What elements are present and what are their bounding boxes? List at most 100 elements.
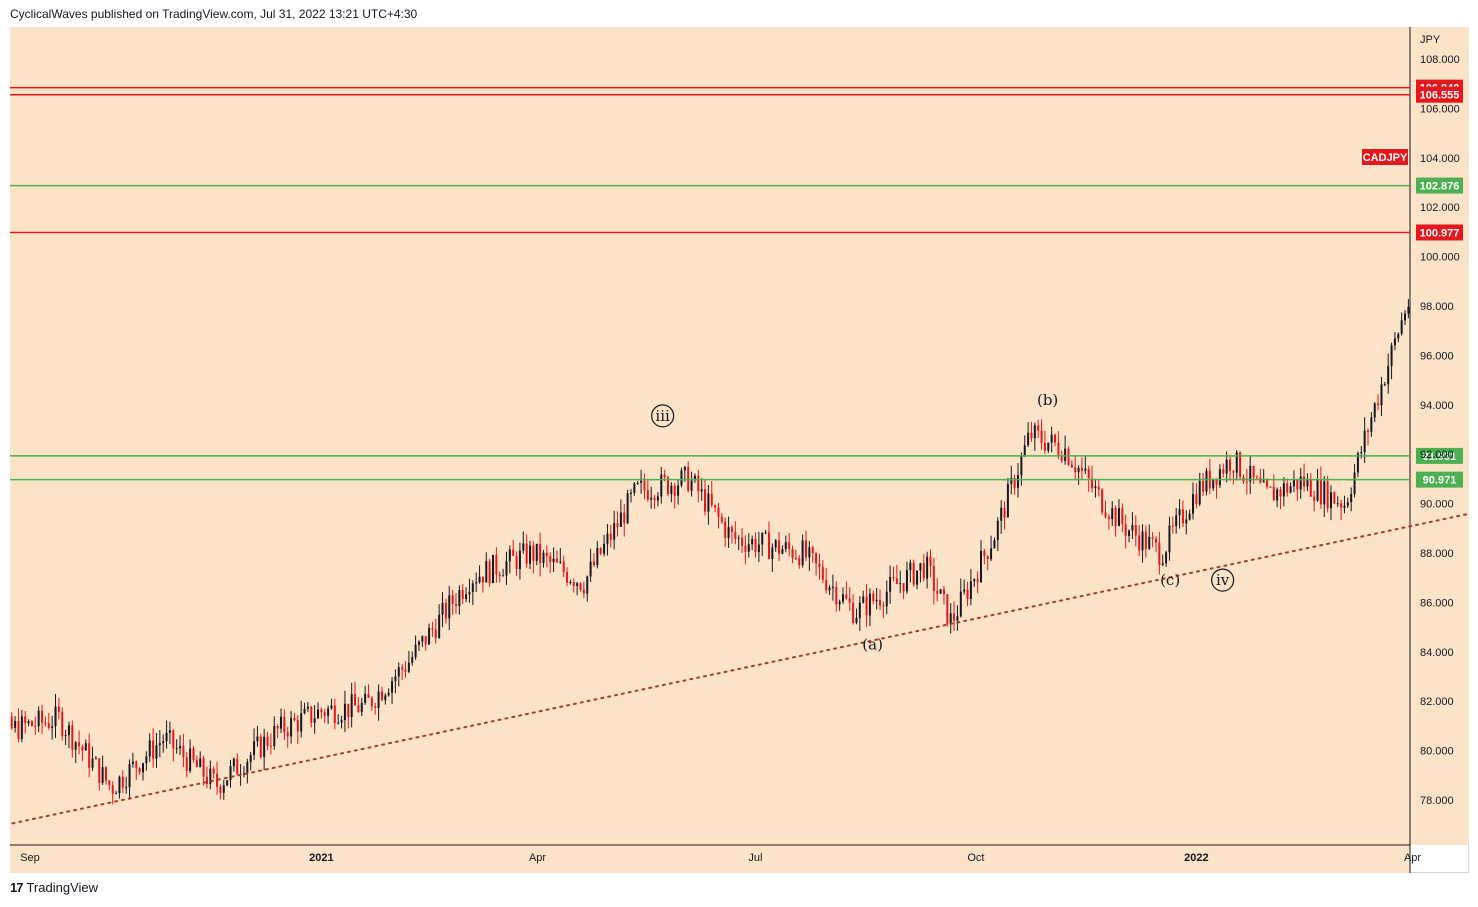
price-tick-100.000: 100.000 bbox=[1420, 252, 1460, 264]
level-badge-90.971 bbox=[1416, 471, 1463, 488]
wave-label-iii: iii bbox=[655, 407, 670, 425]
price-tick-96.000: 96.000 bbox=[1420, 350, 1454, 362]
candle-body bbox=[704, 489, 707, 512]
candle-body bbox=[428, 627, 431, 645]
candle-body bbox=[505, 561, 508, 576]
candle-body bbox=[81, 746, 84, 751]
candle-body bbox=[148, 740, 151, 757]
candle-body bbox=[158, 743, 161, 746]
candle-body bbox=[424, 636, 427, 645]
candle-body bbox=[596, 548, 599, 566]
candle-body bbox=[343, 703, 346, 720]
candle-body bbox=[1229, 459, 1232, 471]
candle-body bbox=[778, 540, 781, 554]
candle-body bbox=[831, 586, 834, 588]
candle-body bbox=[276, 725, 279, 729]
candle-body bbox=[623, 512, 626, 524]
candle-body bbox=[377, 691, 380, 708]
candle-body bbox=[370, 697, 373, 707]
candle-body bbox=[653, 497, 656, 501]
candle-body bbox=[697, 475, 700, 492]
candle-body bbox=[253, 741, 256, 755]
candle-body bbox=[734, 532, 737, 539]
candle-body bbox=[1333, 492, 1336, 504]
candle-body bbox=[1377, 403, 1380, 406]
price-tick-94.000: 94.000 bbox=[1420, 400, 1454, 412]
time-axis-background bbox=[10, 845, 1410, 873]
candle-body bbox=[434, 629, 437, 638]
candle-body bbox=[626, 493, 629, 524]
candle-body bbox=[616, 523, 619, 527]
time-tick-Jul: Jul bbox=[748, 852, 762, 864]
candle-body bbox=[559, 561, 562, 563]
wave-labels-layer: iii (b) (a) (c) iv bbox=[651, 391, 1235, 653]
candle-body bbox=[1249, 465, 1252, 482]
candle-body bbox=[811, 547, 814, 554]
candle-body bbox=[757, 544, 760, 552]
candle-body bbox=[1336, 503, 1339, 505]
candle-body bbox=[296, 720, 299, 732]
candle-body bbox=[838, 601, 841, 605]
candle-body bbox=[535, 543, 538, 561]
candle-body bbox=[242, 773, 245, 775]
candle-body bbox=[145, 756, 148, 764]
candle-body bbox=[438, 614, 441, 638]
candle-body bbox=[232, 758, 235, 767]
candle-body bbox=[761, 532, 764, 545]
candle-body bbox=[1218, 469, 1221, 486]
time-tick-2021: 2021 bbox=[309, 852, 333, 864]
candle-body bbox=[47, 722, 50, 728]
candle-body bbox=[444, 602, 447, 619]
candle-body bbox=[189, 748, 192, 771]
candle-body bbox=[17, 720, 20, 740]
time-tick-Oct: Oct bbox=[967, 852, 984, 864]
candle-body bbox=[192, 748, 195, 760]
time-tick-Sep: Sep bbox=[20, 852, 40, 864]
candle-body bbox=[162, 741, 165, 744]
price-tick-106.000: 106.000 bbox=[1420, 103, 1460, 115]
candle-body bbox=[1161, 563, 1164, 565]
candle-body bbox=[680, 470, 683, 486]
tradingview-logo-icon: 17 bbox=[10, 880, 24, 895]
candle-body bbox=[720, 516, 723, 522]
candle-body bbox=[1054, 434, 1057, 443]
candle-body bbox=[1144, 531, 1147, 549]
candle-body bbox=[1407, 306, 1410, 314]
price-chart[interactable]: 106.840106.555102.876100.97791.93190.971… bbox=[10, 27, 1469, 873]
candle-body bbox=[401, 667, 404, 670]
candle-body bbox=[764, 532, 767, 534]
candle-body bbox=[1117, 508, 1120, 527]
candle-body bbox=[693, 475, 696, 481]
candle-body bbox=[1060, 455, 1063, 461]
candle-body bbox=[142, 763, 145, 773]
candle-body bbox=[397, 667, 400, 677]
candle-body bbox=[1400, 320, 1403, 334]
candle-body bbox=[868, 593, 871, 616]
candle-body bbox=[1198, 480, 1201, 505]
candle-body bbox=[1033, 425, 1036, 439]
candle-body bbox=[1080, 467, 1083, 471]
candle-body bbox=[1316, 479, 1319, 501]
candle-body bbox=[589, 561, 592, 577]
candle-body bbox=[118, 776, 121, 794]
candle-body bbox=[182, 745, 185, 758]
candle-body bbox=[1380, 384, 1383, 406]
candle-body bbox=[391, 681, 394, 693]
level-badge-106.555 bbox=[1416, 86, 1463, 103]
candle-body bbox=[54, 706, 57, 727]
candle-body bbox=[650, 497, 653, 500]
candle-body bbox=[791, 548, 794, 559]
candle-body bbox=[1276, 489, 1279, 501]
candle-body bbox=[384, 695, 387, 701]
candle-body bbox=[125, 787, 128, 789]
candle-body bbox=[1138, 535, 1141, 551]
candle-body bbox=[1309, 479, 1312, 497]
candle-body bbox=[1020, 455, 1023, 476]
candle-body bbox=[152, 740, 155, 759]
candle-body bbox=[1134, 525, 1137, 536]
candle-body bbox=[1299, 476, 1302, 490]
candle-body bbox=[942, 589, 945, 595]
candle-body bbox=[1124, 524, 1127, 536]
candle-body bbox=[862, 596, 865, 603]
candle-body bbox=[953, 613, 956, 621]
